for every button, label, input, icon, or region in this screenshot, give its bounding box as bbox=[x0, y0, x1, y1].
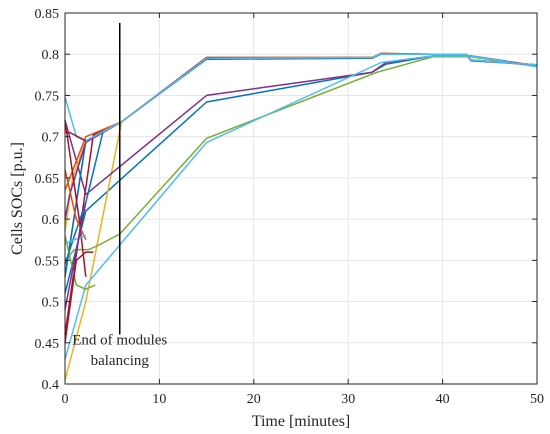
y-tick-label: 0.5 bbox=[42, 296, 60, 311]
y-axis-label: Cells SOCs [p.u.] bbox=[9, 142, 26, 255]
y-tick-label: 0.65 bbox=[35, 172, 60, 187]
y-tick-label: 0.45 bbox=[35, 337, 60, 352]
series-line-20 bbox=[64, 251, 94, 343]
x-tick-label: 30 bbox=[341, 392, 355, 407]
series-line-18 bbox=[64, 234, 87, 245]
annotation-line-2: balancing bbox=[91, 353, 150, 369]
y-tick-label: 0.6 bbox=[42, 213, 60, 228]
grid bbox=[65, 13, 537, 384]
series-line-19 bbox=[64, 202, 87, 310]
series-layer bbox=[64, 52, 538, 381]
y-tick-label: 0.4 bbox=[42, 378, 60, 393]
x-tick-label: 10 bbox=[152, 392, 166, 407]
y-tick-label: 0.85 bbox=[35, 7, 60, 22]
y-tick-label: 0.7 bbox=[42, 131, 60, 146]
x-tick-label: 20 bbox=[247, 392, 261, 407]
series-line-6 bbox=[64, 55, 538, 360]
y-tick-label: 0.8 bbox=[42, 48, 60, 63]
series-line-17 bbox=[64, 169, 87, 241]
y-tick-label: 0.75 bbox=[35, 89, 60, 104]
series-line-12 bbox=[64, 235, 96, 290]
series-line-5 bbox=[64, 55, 538, 261]
x-axis-ticks: 0 10 20 30 40 50 bbox=[62, 13, 544, 407]
x-axis-label: Time [minutes] bbox=[252, 413, 351, 430]
x-tick-label: 0 bbox=[62, 392, 69, 407]
plot-frame bbox=[64, 12, 538, 385]
y-axis-ticks: 0.4 0.45 0.5 0.55 0.6 0.65 0.7 0.75 0.8 0.85 bbox=[35, 7, 537, 393]
x-tick-label: 40 bbox=[436, 392, 450, 407]
y-tick-label: 0.55 bbox=[35, 254, 60, 269]
annotation-line-1: End of modules bbox=[72, 332, 167, 348]
series-line-15 bbox=[64, 132, 104, 265]
plot-background bbox=[65, 13, 537, 384]
series-line-16 bbox=[64, 120, 87, 277]
x-tick-label: 50 bbox=[530, 392, 544, 407]
